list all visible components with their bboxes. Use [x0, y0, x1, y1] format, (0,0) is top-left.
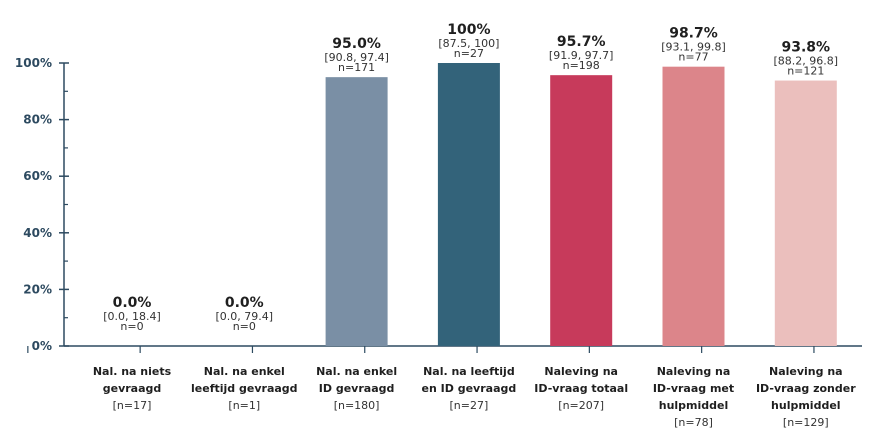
y-tick-label: 60%: [23, 169, 52, 183]
x-tick-label: Nal. na niets: [93, 365, 172, 378]
confidence-interval-label: [0.0, 79.4]: [216, 310, 274, 323]
x-tick-label: en ID gevraagd: [422, 382, 517, 395]
sample-size-label: n=77: [678, 51, 708, 64]
data-label: 0.0%: [225, 295, 264, 311]
sample-size-label: n=0: [120, 320, 143, 333]
x-tick-label: ID gevraagd: [319, 382, 395, 395]
bar: [437, 63, 500, 346]
category-sample-size: [n=1]: [228, 399, 260, 412]
x-tick-label: Nal. na leeftijd: [423, 365, 515, 378]
x-tick-label: ID-vraag met: [653, 382, 734, 395]
category-sample-size: [n=207]: [558, 399, 604, 412]
x-tick-label: Nal. na enkel: [316, 365, 397, 378]
category-sample-size: [n=17]: [113, 399, 152, 412]
x-tick-label: Naleving na: [657, 365, 731, 378]
data-label: 98.7%: [669, 26, 718, 42]
x-tick-label: Naleving na: [544, 365, 618, 378]
confidence-interval-label: [88.2, 96.8]: [774, 55, 839, 68]
bar: [325, 77, 388, 347]
category-sample-size: [n=78]: [674, 416, 713, 429]
x-tick-label: ID-vraag totaal: [534, 382, 628, 395]
x-tick-label: hulpmiddel: [659, 399, 729, 412]
y-tick-label: 100%: [15, 56, 52, 70]
x-tick-label: Nal. na enkel: [204, 365, 285, 378]
data-label: 100%: [447, 22, 490, 38]
confidence-interval-label: [93.1, 99.8]: [661, 41, 726, 54]
bar: [662, 66, 725, 346]
x-tick-label: hulpmiddel: [771, 399, 841, 412]
sample-size-label: n=0: [233, 320, 256, 333]
y-tick-label: 80%: [23, 113, 52, 127]
y-tick-label: 40%: [23, 226, 52, 240]
y-tick-label: 20%: [23, 282, 52, 296]
sample-size-label: n=198: [563, 59, 600, 72]
data-label: 93.8%: [782, 40, 831, 56]
axis-layer: 0% 20% 40% 60% 80% 100%: [15, 56, 862, 353]
confidence-interval-label: [87.5, 100]: [438, 37, 499, 50]
x-tick-label: leeftijd gevraagd: [191, 382, 298, 395]
bar: [550, 75, 613, 346]
category-sample-size: [n=129]: [783, 416, 829, 429]
confidence-interval-label: [91.9, 97.7]: [549, 49, 614, 62]
data-label: 95.0%: [332, 36, 381, 52]
y-tick-label: 0%: [32, 339, 52, 353]
confidence-interval-label: [90.8, 97.4]: [324, 51, 389, 64]
data-label: 0.0%: [113, 295, 152, 311]
category-sample-size: [n=27]: [450, 399, 489, 412]
category-sample-size: [n=180]: [334, 399, 380, 412]
sample-size-label: n=171: [338, 61, 375, 74]
x-tick-label: Naleving na: [769, 365, 843, 378]
sample-size-label: n=121: [787, 65, 824, 78]
sample-size-label: n=27: [454, 47, 484, 60]
bar: [774, 80, 837, 347]
x-tick-label: ID-vraag zonder: [756, 382, 856, 395]
data-label: 95.7%: [557, 34, 606, 50]
confidence-interval-label: [0.0, 18.4]: [103, 310, 161, 323]
x-tick-label: gevraagd: [103, 382, 162, 395]
bars-layer: [325, 63, 837, 347]
labels-layer: n=0[0.0, 18.4]0.0%Nal. na nietsgevraagd[…: [93, 22, 856, 429]
